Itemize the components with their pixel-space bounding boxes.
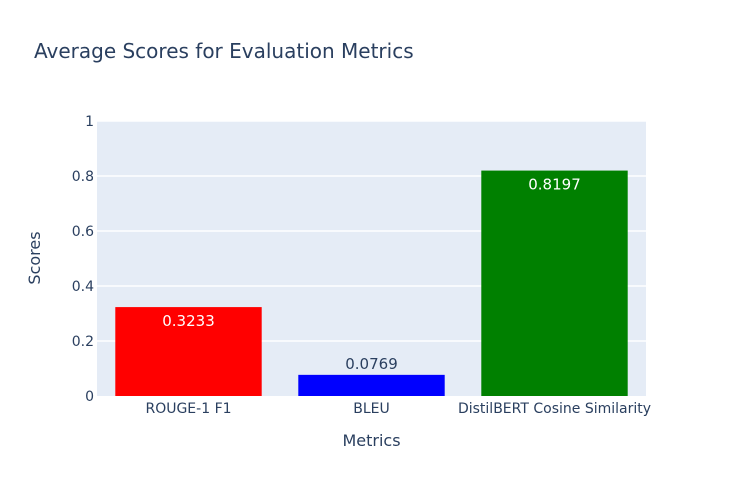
bar-value-labels: 0.3233 0.0769 0.8197 — [162, 176, 581, 373]
chart-title: Average Scores for Evaluation Metrics — [34, 39, 414, 63]
y-axis-title: Scores — [25, 231, 44, 284]
x-axis-ticks: ROUGE-1 F1 BLEU DistilBERT Cosine Similari… — [145, 401, 651, 417]
bar[interactable] — [481, 170, 628, 396]
bar-value-label: 0.3233 — [162, 312, 215, 330]
x-tick-label: ROUGE-1 F1 — [145, 401, 231, 417]
y-tick-label: 1 — [85, 114, 94, 130]
y-axis-ticks: 0 0.2 0.4 0.6 0.8 1 — [72, 114, 94, 405]
y-tick-label: 0.6 — [72, 224, 94, 240]
bar-value-label: 0.0769 — [345, 355, 398, 373]
bars — [115, 170, 628, 396]
bar[interactable] — [115, 307, 262, 396]
x-axis-title: Metrics — [342, 431, 400, 450]
y-tick-label: 0 — [85, 389, 94, 405]
bar-value-label: 0.8197 — [528, 176, 581, 194]
x-tick-label: BLEU — [353, 401, 390, 417]
x-tick-label: DistilBERT Cosine Similarity — [458, 401, 651, 417]
y-tick-label: 0.4 — [72, 279, 94, 295]
y-tick-label: 0.8 — [72, 169, 94, 185]
bar[interactable] — [298, 374, 445, 396]
y-tick-label: 0.2 — [72, 334, 94, 350]
